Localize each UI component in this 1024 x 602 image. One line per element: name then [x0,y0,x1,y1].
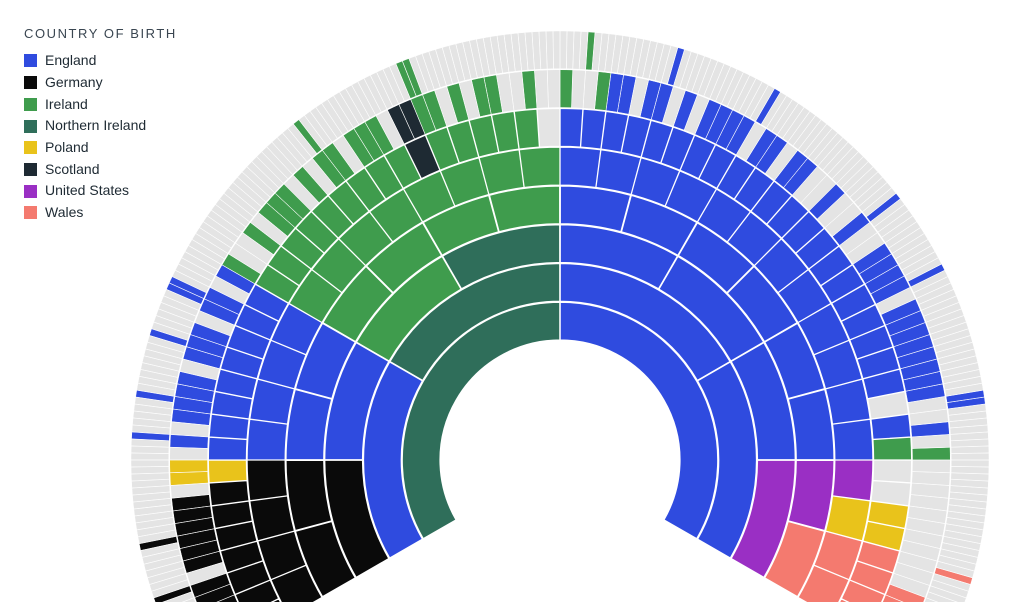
fan-cell [951,460,989,467]
legend-swatch [24,120,37,133]
legend-label: Germany [45,72,103,94]
fan-cell [951,467,989,474]
fan-cell [560,109,583,147]
legend-label: Wales [45,202,83,224]
legend-item: United States [24,180,177,202]
fan-cell [209,414,249,439]
fan-cell [547,70,560,108]
fan-cell [209,460,247,483]
fan-chart-container: COUNTRY OF BIRTH EnglandGermanyIrelandNo… [0,0,1024,602]
fan-cell [131,446,169,453]
legend-item: England [24,50,177,72]
fan-cell [247,419,287,459]
legend-label: England [45,50,96,72]
fan-cell [912,472,950,486]
legend-label: Scotland [45,159,99,181]
fan-cell [560,147,600,187]
legend-item: Scotland [24,159,177,181]
legend-item: Ireland [24,94,177,116]
fan-cell [131,453,169,460]
legend-swatch [24,185,37,198]
legend-label: Poland [45,137,89,159]
fan-cell [537,109,560,147]
legend-title: COUNTRY OF BIRTH [24,24,177,44]
legend-swatch [24,76,37,89]
fan-cell [131,460,169,467]
legend-label: Ireland [45,94,88,116]
legend-swatch [24,141,37,154]
fan-cell [951,453,989,460]
fan-cell [560,70,573,108]
fan-cell [873,437,911,460]
fan-cell [170,460,208,473]
fan-cell [519,147,559,187]
legend-swatch [24,206,37,219]
legend-items: EnglandGermanyIrelandNorthern IrelandPol… [24,50,177,224]
fan-cell [572,70,586,108]
fan-cell [209,437,247,460]
fan-cell [951,446,989,453]
legend-label: Northern Ireland [45,115,146,137]
legend-item: Northern Ireland [24,115,177,137]
legend-label: United States [45,180,129,202]
fan-cell [546,31,553,69]
legend-item: Poland [24,137,177,159]
fan-cell [247,460,287,500]
legend-swatch [24,163,37,176]
fan-cell [567,31,574,69]
fan-cell [833,419,873,459]
fan-cell [833,460,873,500]
legend-item: Germany [24,72,177,94]
fan-cell [871,481,911,506]
fan-cell [912,447,950,460]
fan-cell [581,109,606,149]
legend-swatch [24,54,37,67]
fan-cell [131,467,169,474]
fan-cell [912,460,950,473]
fan-cell [873,460,911,483]
legend: COUNTRY OF BIRTH EnglandGermanyIrelandNo… [24,24,177,224]
legend-swatch [24,98,37,111]
fan-cell [553,31,560,69]
fan-cell [560,31,567,69]
legend-item: Wales [24,202,177,224]
fan-cell [170,447,208,460]
fan-cell [170,435,208,449]
